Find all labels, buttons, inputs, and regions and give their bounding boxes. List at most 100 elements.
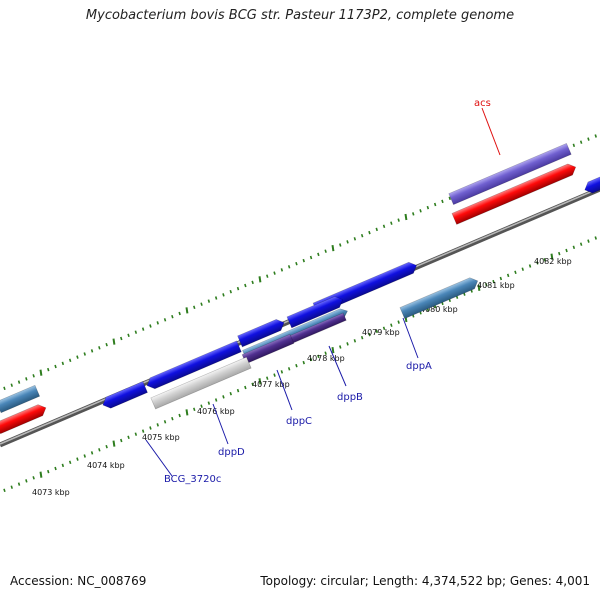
upper-tick <box>397 218 400 222</box>
lower-tick <box>83 454 86 458</box>
lower-tick <box>477 284 481 291</box>
feature-dppC[interactable] <box>237 317 287 348</box>
upper-tick <box>412 212 415 216</box>
accession-text: Accession: NC_008769 <box>10 574 147 588</box>
gene-label-BCG_3720c[interactable]: BCG_3720c <box>164 474 221 485</box>
upper-tick <box>244 283 247 288</box>
lower-tick <box>163 420 167 424</box>
feature-blue-right[interactable] <box>582 176 600 196</box>
upper-tick <box>433 202 437 207</box>
lower-tick <box>149 426 152 430</box>
lower-tick <box>353 339 357 343</box>
feature-steel-left[interactable] <box>0 384 41 414</box>
gene-label-dppD[interactable]: dppD <box>218 447 245 458</box>
feature-acs[interactable] <box>451 162 578 225</box>
gene-features[interactable] <box>0 142 600 435</box>
tick-label: 4081 kbp <box>477 281 515 290</box>
upper-tick <box>193 305 196 310</box>
upper-tick <box>185 307 189 314</box>
lower-tick <box>368 332 371 337</box>
upper-tick <box>127 333 130 338</box>
lower-tick <box>141 429 145 433</box>
gene-label-acs[interactable]: acs <box>474 98 491 109</box>
upper-tick <box>309 255 313 260</box>
lower-tick <box>244 385 247 390</box>
upper-tick <box>375 227 378 232</box>
upper-tick <box>594 134 597 138</box>
lower-tick <box>90 451 94 455</box>
upper-tick <box>404 213 408 221</box>
lower-tick <box>222 395 225 399</box>
lower-tick <box>47 469 50 474</box>
lower-tick <box>346 342 349 346</box>
upper-tick <box>572 143 576 148</box>
feature-dppB[interactable] <box>286 294 345 329</box>
upper-tick <box>339 243 342 247</box>
callout-line <box>145 439 173 477</box>
lower-tick <box>382 326 386 331</box>
lower-tick <box>214 398 218 402</box>
upper-tick <box>360 233 364 238</box>
upper-tick <box>579 140 583 144</box>
lower-tick <box>156 423 159 427</box>
upper-tick <box>200 302 203 306</box>
feature-steel-1[interactable] <box>399 275 480 320</box>
gene-label-dppC[interactable]: dppC <box>286 416 312 427</box>
upper-tick <box>441 199 444 204</box>
upper-tick <box>368 230 371 235</box>
genome-summary-text: Topology: circular; Length: 4,374,522 bp… <box>260 574 590 588</box>
upper-tick <box>353 237 357 241</box>
lower-tick <box>309 357 313 362</box>
upper-tick <box>587 137 590 141</box>
lower-tick <box>339 345 342 349</box>
feature-blue-small[interactable] <box>100 381 148 410</box>
upper-tick <box>178 311 181 316</box>
lower-tick <box>280 370 284 374</box>
feature-acs-violet[interactable] <box>448 142 572 206</box>
tick-label: 4079 kbp <box>362 328 400 337</box>
lower-tick <box>331 346 335 354</box>
lower-tick <box>25 479 28 483</box>
feature-dppD[interactable] <box>145 340 242 391</box>
upper-tick <box>149 324 152 328</box>
lower-tick <box>536 261 539 265</box>
gene-label-dppA[interactable]: dppA <box>406 361 432 372</box>
upper-tick <box>448 196 451 201</box>
lower-tick <box>134 432 138 436</box>
lower-tick <box>185 409 189 416</box>
upper-tick <box>382 224 386 229</box>
lower-tick <box>492 279 495 284</box>
gene-label-dppB[interactable]: dppB <box>337 392 363 403</box>
lower-tick <box>543 258 546 262</box>
lower-tick <box>499 276 503 281</box>
feature-BCG_3720c[interactable] <box>150 356 252 410</box>
upper-tick <box>98 346 101 350</box>
tick-label: 4077 kbp <box>252 380 290 389</box>
lower-tick <box>587 239 590 243</box>
lower-tick <box>514 270 517 275</box>
lower-tick <box>390 323 393 327</box>
lower-tick <box>324 351 327 355</box>
upper-tick <box>324 249 327 253</box>
upper-tick <box>287 265 291 269</box>
lower-tick <box>521 267 524 271</box>
lower-tick <box>558 251 561 256</box>
lower-tick <box>287 367 291 371</box>
lower-tick <box>273 373 276 377</box>
feature-red-left[interactable] <box>0 402 48 435</box>
upper-tick <box>266 274 269 278</box>
lower-tick <box>229 391 232 396</box>
lower-tick <box>171 416 174 421</box>
lower-tick <box>485 282 488 287</box>
map-title: Mycobacterium bovis BCG str. Pasteur 117… <box>85 8 515 23</box>
upper-tick <box>295 261 298 266</box>
upper-tick <box>163 318 167 322</box>
lower-tick <box>528 264 532 268</box>
lower-tick <box>61 463 65 468</box>
lower-tick <box>302 360 305 365</box>
upper-tick <box>171 314 174 319</box>
lower-tick <box>258 378 262 385</box>
upper-tick <box>112 338 116 345</box>
